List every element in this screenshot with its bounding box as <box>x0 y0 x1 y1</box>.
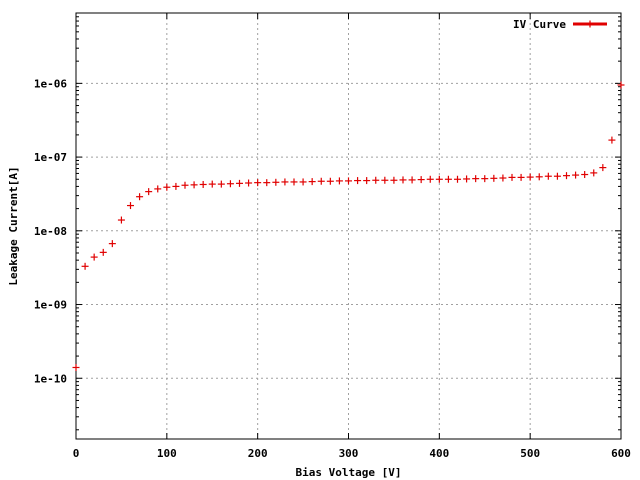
x-tick-label: 600 <box>611 447 631 460</box>
data-point <box>553 172 561 180</box>
data-point <box>408 176 416 184</box>
data-point <box>117 216 125 224</box>
data-point <box>181 181 189 189</box>
data-point <box>599 164 607 172</box>
legend: IV Curve <box>513 18 607 31</box>
y-tick-label: 1e-09 <box>34 299 67 312</box>
data-point <box>563 172 570 180</box>
data-point <box>81 262 89 270</box>
data-point <box>272 178 280 186</box>
data-point <box>417 176 425 184</box>
data-point <box>572 171 580 179</box>
data-points <box>72 81 625 371</box>
x-tick-label: 100 <box>157 447 177 460</box>
x-tick-label: 500 <box>520 447 540 460</box>
x-tick-label: 400 <box>429 447 449 460</box>
data-point <box>517 173 525 181</box>
data-point <box>172 182 180 190</box>
data-point <box>145 188 153 196</box>
data-point <box>381 176 389 184</box>
data-point <box>363 177 371 185</box>
data-point <box>299 178 307 186</box>
y-tick-labels: 1e-10 1e-09 1e-08 1e-07 1e-06 <box>34 77 67 385</box>
data-point <box>608 136 616 144</box>
data-point <box>472 175 480 183</box>
data-point <box>208 180 216 188</box>
data-point <box>127 202 134 210</box>
x-tick-labels: 0 100 200 300 400 500 600 <box>73 447 631 460</box>
data-point <box>617 81 625 89</box>
legend-label: IV Curve <box>513 18 566 31</box>
data-point <box>263 179 271 187</box>
y-tick-label: 1e-07 <box>34 151 67 164</box>
data-point <box>581 171 589 179</box>
data-point <box>281 178 289 186</box>
data-point <box>345 177 352 185</box>
data-point <box>236 179 243 187</box>
data-point <box>217 180 225 188</box>
x-tick-label: 200 <box>248 447 268 460</box>
data-point <box>163 183 171 191</box>
data-point <box>354 177 362 185</box>
data-point <box>590 169 598 177</box>
data-point <box>226 180 234 188</box>
data-point <box>490 174 498 182</box>
data-point <box>426 175 434 183</box>
data-point <box>326 177 334 185</box>
x-tick-label: 300 <box>339 447 359 460</box>
data-point <box>481 175 489 183</box>
data-point <box>508 173 516 181</box>
x-tick-label: 0 <box>73 447 80 460</box>
legend-marker <box>586 20 594 28</box>
axis-ticks <box>75 13 622 439</box>
data-point <box>199 180 207 188</box>
grid <box>76 13 621 439</box>
y-axis-label: Leakage Current[A] <box>7 166 20 285</box>
data-point <box>190 181 198 189</box>
data-point <box>99 248 107 256</box>
data-point <box>444 175 452 183</box>
data-point <box>335 177 343 185</box>
data-point <box>245 179 253 187</box>
y-tick-label: 1e-06 <box>34 77 67 90</box>
data-point <box>399 176 407 184</box>
data-point <box>90 253 98 261</box>
data-point <box>290 178 298 186</box>
data-point <box>136 193 144 201</box>
data-point <box>390 176 398 184</box>
y-tick-label: 1e-10 <box>34 372 67 385</box>
x-axis-label: Bias Voltage [V] <box>296 466 402 479</box>
data-point <box>463 175 471 183</box>
data-point <box>308 178 316 186</box>
data-point <box>72 363 80 371</box>
data-point <box>108 240 116 248</box>
data-point <box>535 173 543 181</box>
y-tick-label: 1e-08 <box>34 225 67 238</box>
data-point <box>454 175 461 183</box>
data-point <box>372 176 380 184</box>
data-point <box>435 175 443 183</box>
data-point <box>317 177 325 185</box>
data-point <box>526 173 534 181</box>
plot-frame <box>75 12 622 440</box>
data-point <box>544 172 552 180</box>
data-point <box>154 185 162 193</box>
data-point <box>254 179 262 187</box>
data-point <box>499 174 507 182</box>
